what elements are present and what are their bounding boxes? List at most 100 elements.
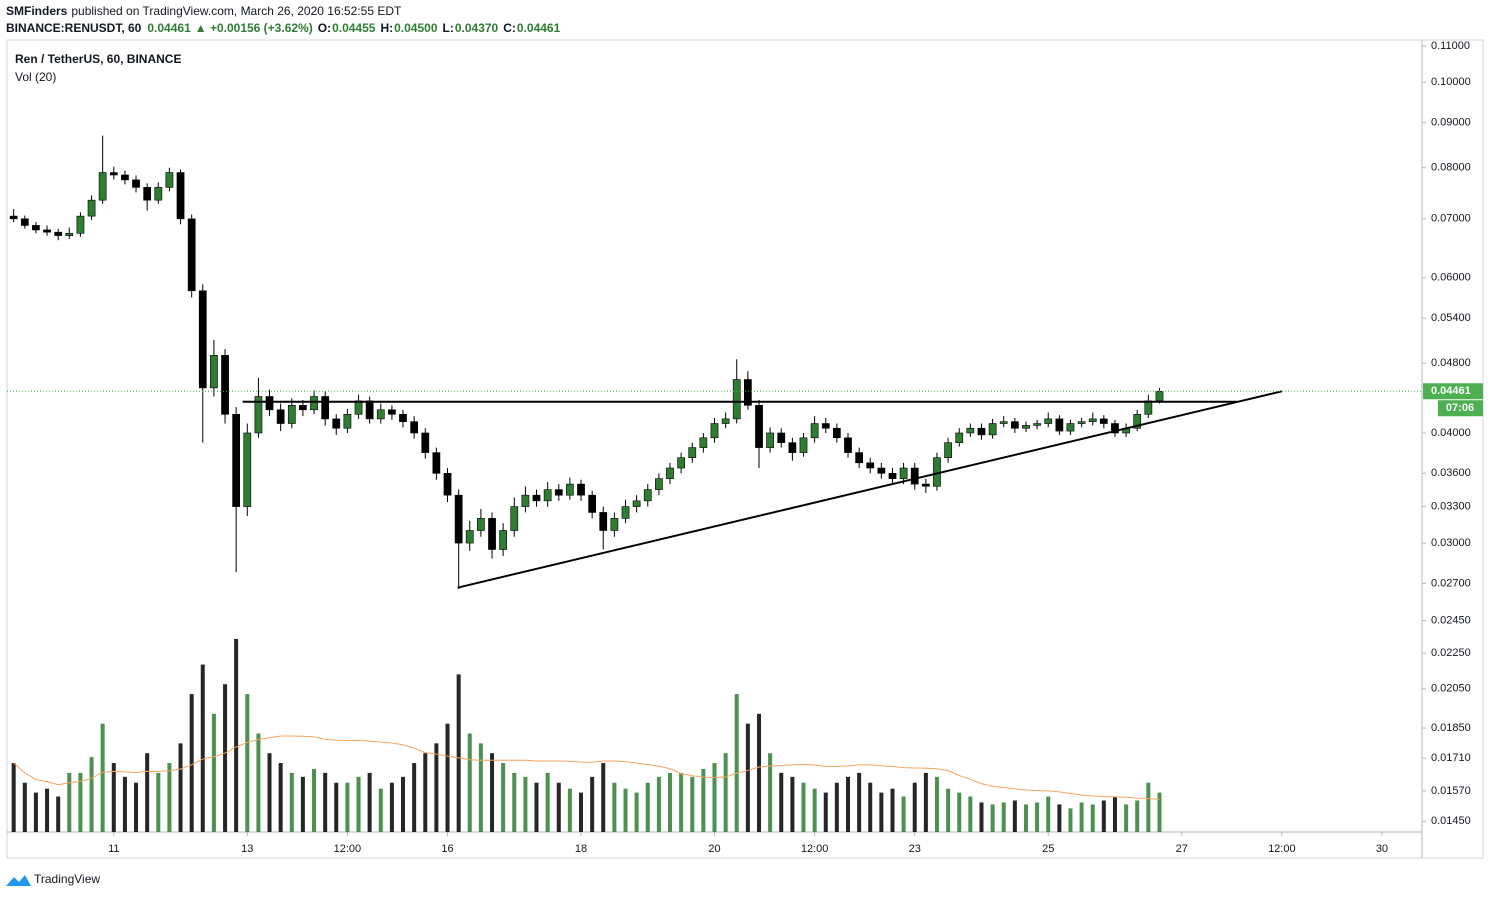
volume-bar: [1001, 802, 1006, 832]
x-tick-label: 27: [1176, 843, 1188, 855]
volume-bar: [834, 782, 839, 832]
volume-bar: [278, 763, 283, 832]
y-tick-label: 0.02450: [1431, 614, 1471, 626]
volume-bar: [412, 763, 417, 832]
volume-bar: [423, 753, 428, 832]
footer-brand: TradingView: [34, 872, 100, 886]
candle-body: [477, 518, 485, 531]
x-tick-label: 23: [909, 843, 921, 855]
candle-body: [966, 427, 975, 434]
volume-bar: [590, 776, 595, 832]
quote-label: L:: [443, 21, 454, 35]
candle-body: [577, 483, 585, 496]
candle-body: [488, 518, 496, 550]
candle-body: [43, 229, 51, 233]
volume-bar: [1023, 804, 1029, 832]
volume-bar: [167, 763, 172, 832]
candle-body: [198, 290, 207, 389]
candle-body: [977, 427, 986, 436]
footer-logo: [6, 875, 31, 886]
candle-body: [877, 467, 886, 474]
y-tick-label: 0.03000: [1431, 537, 1471, 549]
candle-body: [821, 423, 830, 429]
volume-bar: [223, 684, 228, 832]
quote-line: BINANCE:RENUSDT, 60 0.04461 ▲ +0.00156 (+3…: [6, 21, 561, 35]
volume-bar: [234, 638, 239, 832]
volume-bar: [1157, 792, 1162, 832]
candle-body: [65, 233, 74, 236]
candle-body: [1022, 425, 1030, 429]
volume-bar: [334, 782, 339, 832]
chart-frame: [6, 39, 1484, 859]
volume-bar: [801, 782, 806, 832]
candle-body: [32, 225, 40, 231]
volume-bar: [968, 796, 973, 832]
candle-body: [388, 409, 396, 415]
candle-body: [710, 423, 719, 439]
volume-bar: [45, 788, 50, 832]
volume-bar: [656, 776, 661, 832]
volume-bar: [512, 772, 517, 832]
candle-body: [621, 506, 630, 519]
volume-bar: [690, 776, 695, 832]
volume-bar: [545, 772, 550, 832]
header-line: SMFinders published on TradingView.com, M…: [6, 4, 402, 18]
candle-body: [721, 418, 730, 424]
candle-body: [1044, 418, 1053, 424]
x-tick-label: 25: [1042, 843, 1054, 855]
volume-bar: [1012, 800, 1017, 832]
x-tick-label: 16: [441, 843, 453, 855]
candle-body: [243, 432, 252, 507]
candle-body: [98, 172, 107, 201]
candle-body: [888, 473, 897, 479]
candle-body: [599, 512, 608, 531]
candle-body: [109, 172, 118, 176]
volume-bar: [946, 788, 951, 832]
volume-bar: [300, 776, 305, 832]
candle-body: [165, 172, 174, 188]
candle-body: [276, 409, 285, 424]
candle-body: [421, 432, 430, 453]
y-tick-label: 0.01570: [1431, 785, 1471, 797]
volume-bar: [645, 782, 650, 832]
volume-bar: [601, 763, 606, 832]
candle-body: [354, 400, 363, 415]
volume-bar: [490, 753, 495, 832]
candle-body: [999, 421, 1008, 424]
candle-body: [332, 418, 341, 429]
volume-bar: [245, 694, 250, 832]
quote-value: 0.04370: [455, 21, 499, 35]
candle-body: [543, 489, 552, 502]
candle-body: [565, 483, 574, 496]
y-tick-label: 0.07000: [1431, 213, 1471, 225]
volume-bar: [634, 792, 639, 832]
volume-bar: [934, 776, 939, 832]
y-tick-label: 0.05400: [1431, 312, 1471, 324]
volume-bar: [745, 723, 750, 832]
candle-body: [321, 396, 330, 420]
volume-bar: [723, 753, 728, 832]
candle-body: [777, 432, 786, 443]
y-tick-label: 0.03600: [1431, 467, 1471, 479]
volume-bar: [868, 782, 873, 832]
author: SMFinders: [6, 4, 68, 18]
volume-bar: [612, 782, 617, 832]
volume-bar: [534, 782, 539, 832]
volume-bar: [979, 802, 984, 832]
volume-bar: [367, 772, 372, 832]
x-tick-label: 12:00: [801, 843, 829, 855]
candle-body: [944, 442, 952, 458]
candle-body: [76, 215, 85, 234]
candle-body: [799, 437, 808, 453]
candle-body: [910, 467, 919, 485]
quote-label: O:: [318, 21, 331, 35]
candle-body: [1099, 418, 1108, 424]
candle-body: [955, 432, 964, 443]
candle-body: [1066, 423, 1075, 432]
volume-bar: [623, 788, 628, 832]
volume-bar: [790, 776, 795, 832]
candle-body: [810, 423, 819, 439]
y-tick-label: 0.04000: [1431, 427, 1471, 439]
volume-bar: [556, 782, 561, 832]
quote-value: 0.04455: [332, 21, 376, 35]
